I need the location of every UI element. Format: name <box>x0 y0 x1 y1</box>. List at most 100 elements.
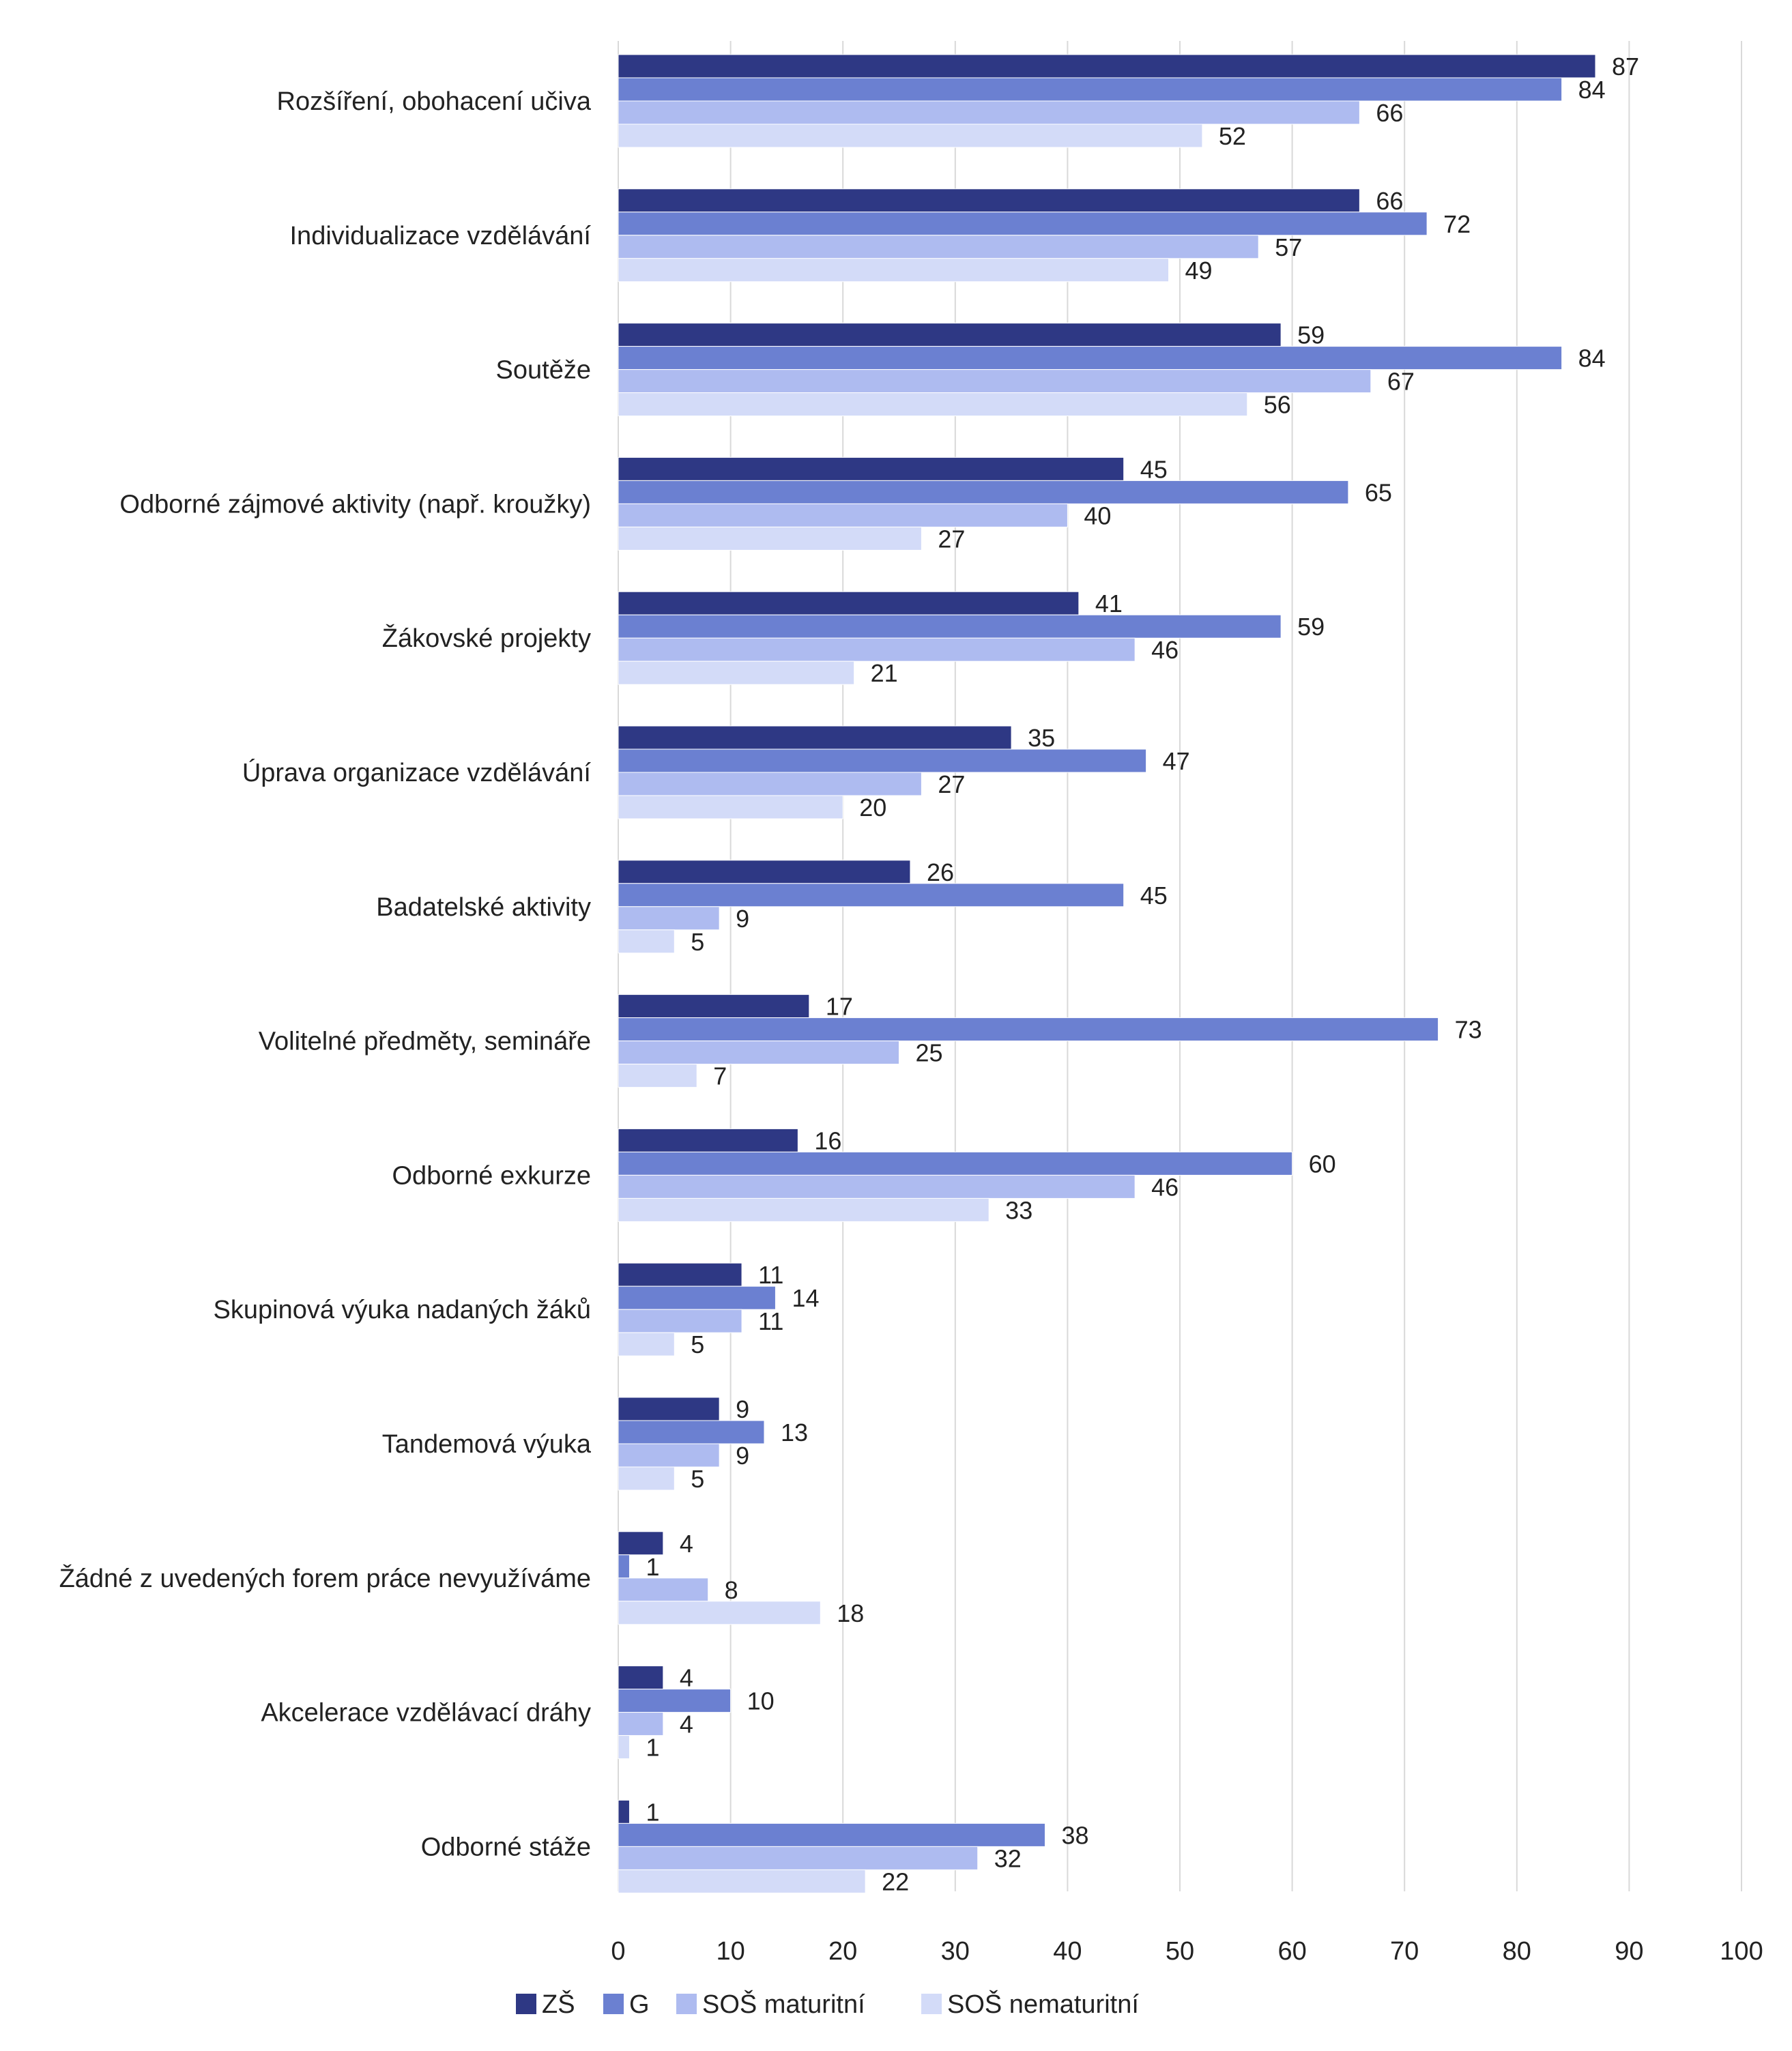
bars <box>618 54 1596 1893</box>
data-label: 1 <box>646 1734 659 1762</box>
category-label: Úprava organizace vzdělávání <box>242 758 592 787</box>
data-label: 49 <box>1185 257 1213 285</box>
bar <box>618 614 1282 639</box>
legend: ZŠ G SOŠ maturitní SOŠ nematuritní <box>516 1989 1139 2019</box>
bar <box>618 1869 866 1893</box>
data-label: 33 <box>1005 1196 1032 1224</box>
data-label: 72 <box>1443 210 1471 238</box>
data-label: 46 <box>1151 1173 1179 1201</box>
x-axis: 0 10 20 30 40 50 60 70 80 90 100 <box>611 1937 1763 1966</box>
legend-label: SOŠ nematuritní <box>947 1989 1139 2019</box>
bar <box>618 994 810 1019</box>
bar <box>618 100 1360 125</box>
bar <box>618 1822 1045 1847</box>
bar <box>618 456 1125 481</box>
category-label: Tandemová výuka <box>382 1430 592 1459</box>
x-tick-label: 70 <box>1390 1937 1419 1966</box>
bar <box>618 480 1349 504</box>
bar <box>618 1397 720 1421</box>
bar <box>618 235 1259 259</box>
x-tick-label: 40 <box>1053 1937 1082 1966</box>
bar <box>618 258 1170 282</box>
category-label: Individualizace vzdělávání <box>290 222 592 250</box>
bar <box>618 1735 630 1760</box>
bar <box>618 1577 709 1602</box>
data-label: 14 <box>792 1284 819 1312</box>
bar <box>618 323 1282 347</box>
bar <box>618 392 1248 417</box>
data-label: 66 <box>1376 99 1403 127</box>
data-label: 45 <box>1140 882 1168 910</box>
category-label: Akcelerace vzdělávací dráhy <box>261 1699 591 1728</box>
data-label: 73 <box>1455 1016 1482 1044</box>
bar <box>618 1064 697 1088</box>
data-label: 27 <box>938 525 965 553</box>
data-label: 84 <box>1578 76 1606 104</box>
data-label: 5 <box>691 1330 704 1358</box>
data-label: 65 <box>1365 478 1392 506</box>
bar <box>618 123 1203 148</box>
bar <box>618 1309 742 1333</box>
bar <box>618 1174 1136 1199</box>
bar <box>618 1689 732 1713</box>
x-tick-label: 50 <box>1166 1937 1194 1966</box>
data-label: 11 <box>758 1261 783 1289</box>
bar <box>618 725 1012 750</box>
legend-swatch <box>603 1994 624 2014</box>
bar <box>618 1466 675 1491</box>
data-label: 26 <box>927 858 954 886</box>
bar <box>618 772 922 796</box>
x-tick-label: 20 <box>828 1937 857 1966</box>
legend-label: G <box>629 1990 650 2019</box>
legend-label: SOŠ maturitní <box>702 1989 865 2019</box>
category-label: Soutěže <box>496 356 591 385</box>
legend-label: ZŠ <box>542 1989 575 2019</box>
data-label: 59 <box>1297 613 1325 641</box>
data-label: 17 <box>826 993 853 1021</box>
data-label: 47 <box>1163 747 1190 775</box>
x-tick-label: 90 <box>1615 1937 1643 1966</box>
bar <box>618 1712 664 1736</box>
data-label: 1 <box>646 1798 659 1826</box>
data-label: 32 <box>994 1844 1022 1872</box>
bar <box>618 188 1360 213</box>
data-label: 40 <box>1084 501 1111 529</box>
bar <box>618 54 1596 78</box>
data-label: 84 <box>1578 345 1606 373</box>
bar <box>618 1846 979 1870</box>
category-label: Badatelské aktivity <box>376 893 591 922</box>
category-label: Skupinová výuka nadaných žáků <box>214 1296 591 1324</box>
bar <box>618 1799 630 1824</box>
data-label: 59 <box>1297 321 1325 349</box>
x-tick-label: 0 <box>611 1937 625 1966</box>
data-label: 20 <box>859 794 886 821</box>
legend-swatch <box>516 1994 536 2014</box>
category-label: Žádné z uvedených forem práce nevyužívám… <box>59 1564 591 1593</box>
bar <box>618 1420 765 1444</box>
data-label: 10 <box>747 1687 775 1715</box>
bar <box>618 1665 664 1690</box>
data-label: 35 <box>1028 724 1055 752</box>
bar <box>618 660 855 685</box>
data-label: 9 <box>736 1442 749 1470</box>
data-label: 27 <box>938 770 965 798</box>
x-tick-label: 100 <box>1720 1937 1763 1966</box>
data-label: 56 <box>1264 391 1291 419</box>
bar <box>618 883 1125 907</box>
data-label: 46 <box>1151 636 1179 664</box>
data-label: 67 <box>1387 368 1415 396</box>
bar <box>618 1285 776 1310</box>
data-label: 18 <box>837 1599 864 1627</box>
category-label: Odborné stáže <box>421 1833 591 1861</box>
data-label: 13 <box>781 1419 808 1446</box>
category-label: Odborné exkurze <box>392 1161 592 1190</box>
category-label: Odborné zájmové aktivity (např. kroužky) <box>119 490 591 519</box>
data-label: 7 <box>713 1062 727 1090</box>
x-tick-label: 30 <box>941 1937 970 1966</box>
data-label: 87 <box>1612 53 1639 81</box>
data-label: 16 <box>814 1126 841 1154</box>
bar <box>618 1128 798 1152</box>
legend-swatch <box>676 1994 697 2014</box>
bar <box>618 212 1428 236</box>
data-label: 52 <box>1219 122 1246 150</box>
